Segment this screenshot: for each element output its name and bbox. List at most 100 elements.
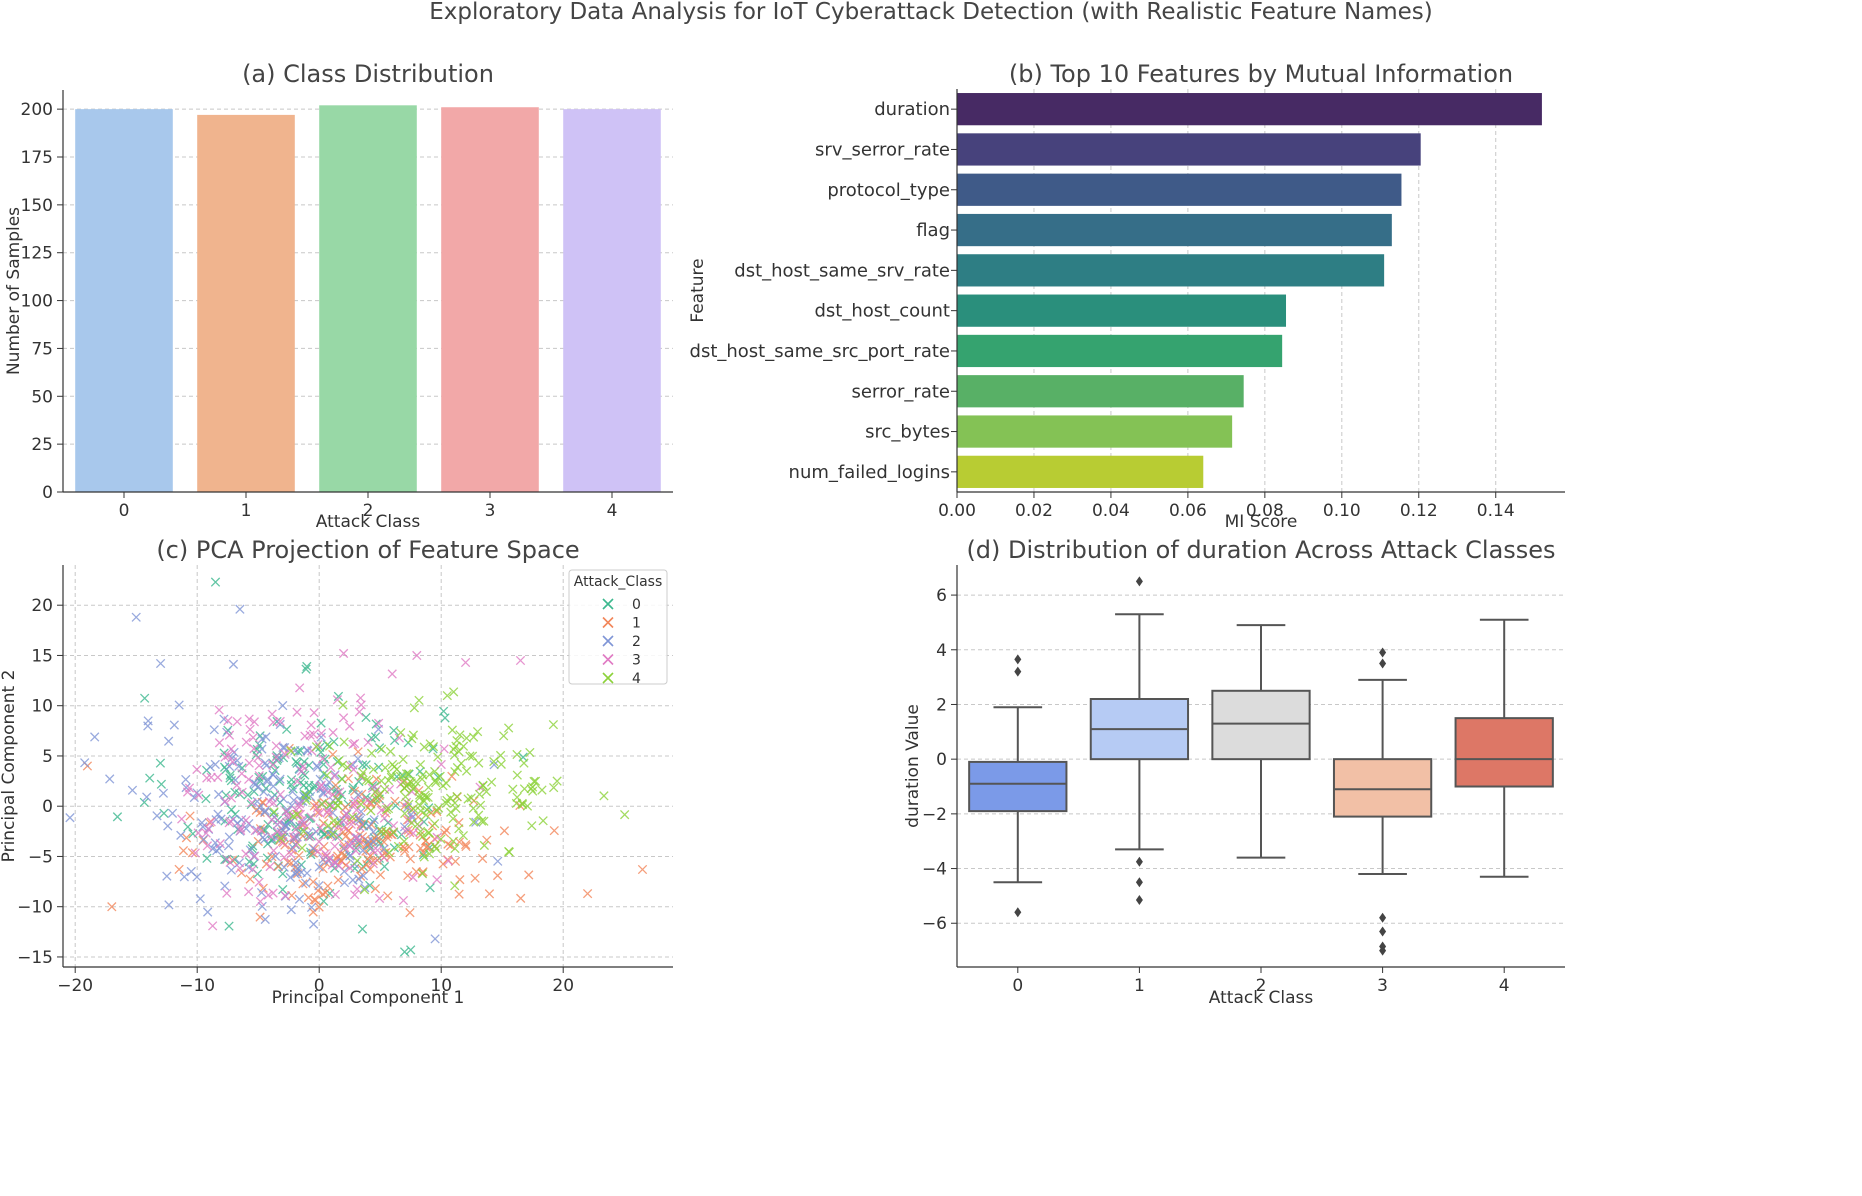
point-class-3 <box>227 757 238 767</box>
point-class-4 <box>406 818 417 828</box>
x-tick-label: 0.14 <box>1477 501 1515 521</box>
point-class-4 <box>403 769 414 779</box>
x-tick-label: −20 <box>57 976 93 996</box>
y-tick-label: −5 <box>28 847 53 867</box>
point-class-3 <box>315 823 325 833</box>
point-class-4 <box>421 810 431 820</box>
x-tick-label: 2 <box>1256 976 1267 996</box>
point-class-2 <box>235 604 245 614</box>
point-class-0 <box>357 924 368 934</box>
point-class-2 <box>291 858 301 868</box>
point-class-4 <box>396 728 406 738</box>
point-class-1 <box>499 826 510 836</box>
point-class-3 <box>201 828 211 838</box>
y-tick-label: 2 <box>936 695 947 715</box>
point-class-3 <box>400 826 411 836</box>
point-class-4 <box>431 844 441 854</box>
point-class-4 <box>339 737 349 747</box>
point-class-0 <box>112 812 123 822</box>
point-class-2 <box>234 761 244 772</box>
legend-frame <box>568 569 668 685</box>
y-axis-label: Principal Component 2 <box>0 670 19 863</box>
point-class-3 <box>349 738 360 749</box>
point-class-1 <box>187 848 198 858</box>
point-class-4 <box>435 771 445 782</box>
point-class-1 <box>368 856 378 866</box>
box-iqr <box>1211 689 1311 761</box>
point-class-3 <box>203 823 214 834</box>
point-class-3 <box>241 849 251 859</box>
feature-label: dst_host_same_srv_rate <box>734 260 950 281</box>
point-class-3 <box>202 773 212 783</box>
point-class-3 <box>225 816 236 826</box>
point-class-0 <box>140 693 150 703</box>
point-class-3 <box>292 776 302 786</box>
point-class-0 <box>210 577 221 587</box>
point-class-4 <box>385 746 396 757</box>
point-class-1 <box>439 828 450 838</box>
y-tick-label: 200 <box>21 100 53 120</box>
x-tick-label: 4 <box>607 501 618 521</box>
x-tick-label: 0.08 <box>1246 501 1284 521</box>
point-class-3 <box>408 872 418 883</box>
point-class-3 <box>373 718 384 728</box>
point-class-3 <box>350 796 360 806</box>
outlier-marker <box>1379 647 1387 658</box>
point-class-1 <box>379 837 389 847</box>
point-class-2 <box>205 762 215 772</box>
point-class-3 <box>280 749 290 760</box>
point-class-1 <box>415 843 426 853</box>
point-class-4 <box>383 803 394 814</box>
point-class-2 <box>281 820 291 831</box>
legend-entry-0: 0 <box>632 597 641 613</box>
outlier-marker <box>1135 576 1143 587</box>
point-class-1 <box>637 864 648 875</box>
point-class-4 <box>465 751 475 761</box>
point-class-0 <box>370 732 381 742</box>
point-class-3 <box>279 852 289 862</box>
outlier-marker <box>1135 856 1143 867</box>
point-class-4 <box>383 775 394 786</box>
outlier-marker <box>1379 912 1387 923</box>
point-class-3 <box>220 796 230 806</box>
point-class-3 <box>346 819 356 830</box>
point-class-4 <box>408 730 419 740</box>
point-class-4 <box>424 849 435 859</box>
point-class-4 <box>448 813 458 824</box>
point-class-3 <box>249 744 259 754</box>
point-class-2 <box>278 700 288 711</box>
point-class-0 <box>319 829 329 840</box>
point-class-1 <box>422 841 432 852</box>
point-class-1 <box>314 902 324 912</box>
point-class-4 <box>468 817 479 827</box>
point-class-1 <box>524 870 534 880</box>
point-class-3 <box>295 683 305 693</box>
point-class-4 <box>468 732 479 742</box>
y-tick-label: 175 <box>21 148 53 168</box>
y-axis-label: Number of Samples <box>4 207 24 375</box>
point-class-4 <box>347 812 358 822</box>
point-class-1 <box>450 856 461 867</box>
point-class-4 <box>552 776 562 786</box>
point-class-2 <box>274 753 284 763</box>
point-class-4 <box>495 750 506 761</box>
scatter-points <box>65 577 648 957</box>
y-axis-label: Feature <box>688 258 708 322</box>
box-iqr <box>1454 717 1554 788</box>
point-class-4 <box>364 776 374 786</box>
point-class-2 <box>228 659 239 669</box>
point-class-2 <box>260 758 270 768</box>
point-class-3 <box>330 889 341 900</box>
point-class-3 <box>286 849 296 859</box>
point-class-2 <box>65 813 75 823</box>
point-class-4 <box>425 739 435 749</box>
point-class-3 <box>237 768 247 779</box>
point-class-1 <box>371 835 381 845</box>
point-class-4 <box>395 771 406 782</box>
point-class-4 <box>472 726 483 737</box>
x-tick-label: 1 <box>1134 976 1145 996</box>
point-class-0 <box>155 758 166 768</box>
point-class-1 <box>333 875 343 885</box>
y-tick-label: 20 <box>31 596 53 616</box>
point-class-3 <box>350 890 360 900</box>
